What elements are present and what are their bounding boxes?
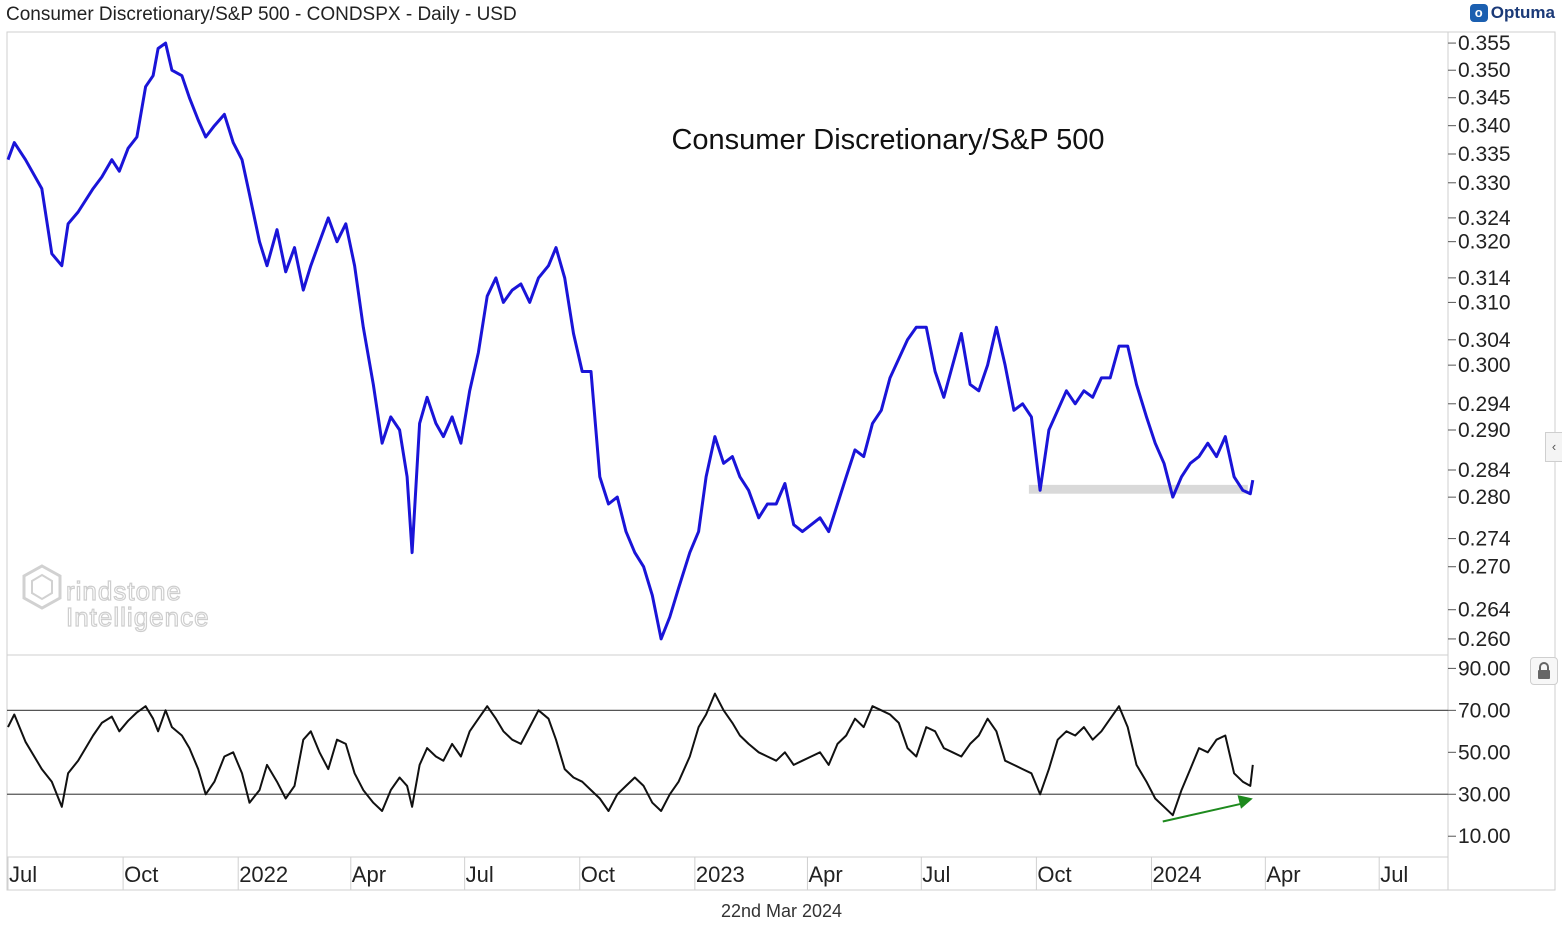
x-tick-label: Jul [1380,862,1408,887]
price-y-tick-label: 0.280 [1458,486,1511,509]
x-tick-label: Jul [9,862,37,887]
x-tick-label: Apr [352,862,386,887]
price-series-line [6,41,1255,641]
watermark-line1: rindstone [66,576,182,606]
price-y-tick-label: 0.330 [1458,172,1511,195]
x-tick-label: Apr [1266,862,1300,887]
chevron-left-icon: ‹ [1551,439,1557,454]
optuma-logo-icon: o [1469,4,1488,22]
oscillator-series-line [7,692,1254,817]
watermark: rindstone Intelligence [22,564,210,633]
oscillator-y-tick-label: 90.00 [1458,657,1511,680]
x-tick-label: 2023 [696,862,745,887]
price-y-tick-label: 0.324 [1458,207,1511,230]
oscillator-y-tick-label: 10.00 [1458,825,1511,848]
price-y-tick-label: 0.264 [1458,599,1511,622]
chart-header-title: Consumer Discretionary/S&P 500 - CONDSPX… [6,4,517,25]
price-panel: 0.355 0.350 0.345 0.340 0.335 0.330 0.3240.320… [6,32,1511,651]
oscillator-y-tick-label: 30.00 [1458,783,1511,806]
price-y-tick-label: 0.284 [1458,459,1511,482]
price-y-tick-label: 0.300 [1458,354,1511,377]
price-y-tick-label: 0.304 [1458,329,1511,352]
price-y-tick-label: 0.274 [1458,528,1511,551]
price-y-tick-label: 0.260 [1458,628,1511,651]
x-axis: Jul Oct 2022 Apr Jul Oct 2023 Apr Jul Oct 2024 Apr J… [7,857,1408,890]
arrow-head-icon [1237,795,1253,809]
oscillator-y-tick-label: 50.00 [1458,741,1511,764]
x-tick-label: Jul [466,862,494,887]
price-y-tick-label: 0.350 [1458,59,1511,82]
price-y-tick-label: 0.355 [1458,32,1511,55]
support-zone [1028,484,1248,494]
x-tick-label: Oct [124,862,158,887]
chart-title: Consumer Discretionary/S&P 500 [671,124,1104,156]
optuma-brand-text: Optuma [1490,3,1555,22]
x-tick-label: Oct [581,862,615,887]
watermark-logo-inner [31,573,53,601]
oscillator-y-tick-label: 70.00 [1458,699,1511,722]
green-arrow [1162,802,1244,823]
x-tick-label: Apr [808,862,842,887]
watermark-line2: Intelligence [66,602,210,632]
price-y-tick-label: 0.310 [1458,291,1511,314]
x-tick-label: Oct [1037,862,1071,887]
footer-date: 22nd Mar 2024 [720,901,843,921]
x-tick-label: 2022 [239,862,288,887]
lock-button[interactable] [1530,657,1558,685]
x-tick-label: Jul [922,862,950,887]
price-y-tick-label: 0.314 [1458,267,1511,290]
price-y-tick-label: 0.270 [1458,556,1511,579]
oscillator-panel: 90.00 70.00 50.00 30.00 10.00 [7,657,1511,848]
price-y-tick-label: 0.340 [1458,115,1511,138]
price-y-tick-label: 0.320 [1458,231,1511,254]
price-y-tick-label: 0.294 [1458,393,1511,416]
price-y-tick-label: 0.290 [1458,419,1511,442]
price-y-tick-label: 0.345 [1458,87,1511,110]
side-panel-toggle[interactable]: ‹ [1545,432,1562,462]
watermark-logo-icon [22,564,62,610]
lock-icon [1538,662,1550,679]
price-y-tick-label: 0.335 [1458,143,1511,166]
x-tick-label: 2024 [1152,862,1201,887]
optuma-logo: o Optuma [1469,3,1555,23]
